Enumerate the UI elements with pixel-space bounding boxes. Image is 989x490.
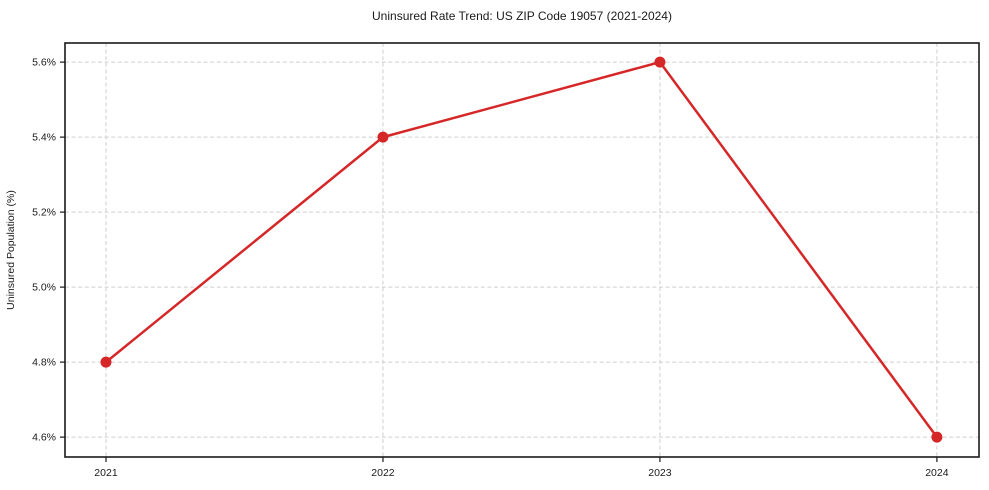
data-point — [377, 131, 389, 143]
chart-title: Uninsured Rate Trend: US ZIP Code 19057 … — [372, 9, 672, 23]
data-point — [100, 356, 112, 368]
y-tick-label: 5.0% — [32, 282, 56, 294]
y-tick-label: 5.6% — [32, 57, 56, 69]
x-tick-label: 2024 — [925, 467, 949, 479]
plot-frame — [64, 42, 980, 458]
y-tick-label: 5.2% — [32, 207, 56, 219]
y-tick-label: 4.8% — [32, 357, 56, 369]
y-tick-label: 4.6% — [32, 432, 56, 444]
y-tick-label: 5.4% — [32, 132, 56, 144]
x-tick-label: 2023 — [648, 467, 672, 479]
x-tick-label: 2021 — [94, 467, 118, 479]
trend-line — [104, 60, 939, 439]
x-tick-label: 2022 — [371, 467, 395, 479]
data-point — [931, 431, 943, 443]
data-point — [654, 56, 666, 68]
